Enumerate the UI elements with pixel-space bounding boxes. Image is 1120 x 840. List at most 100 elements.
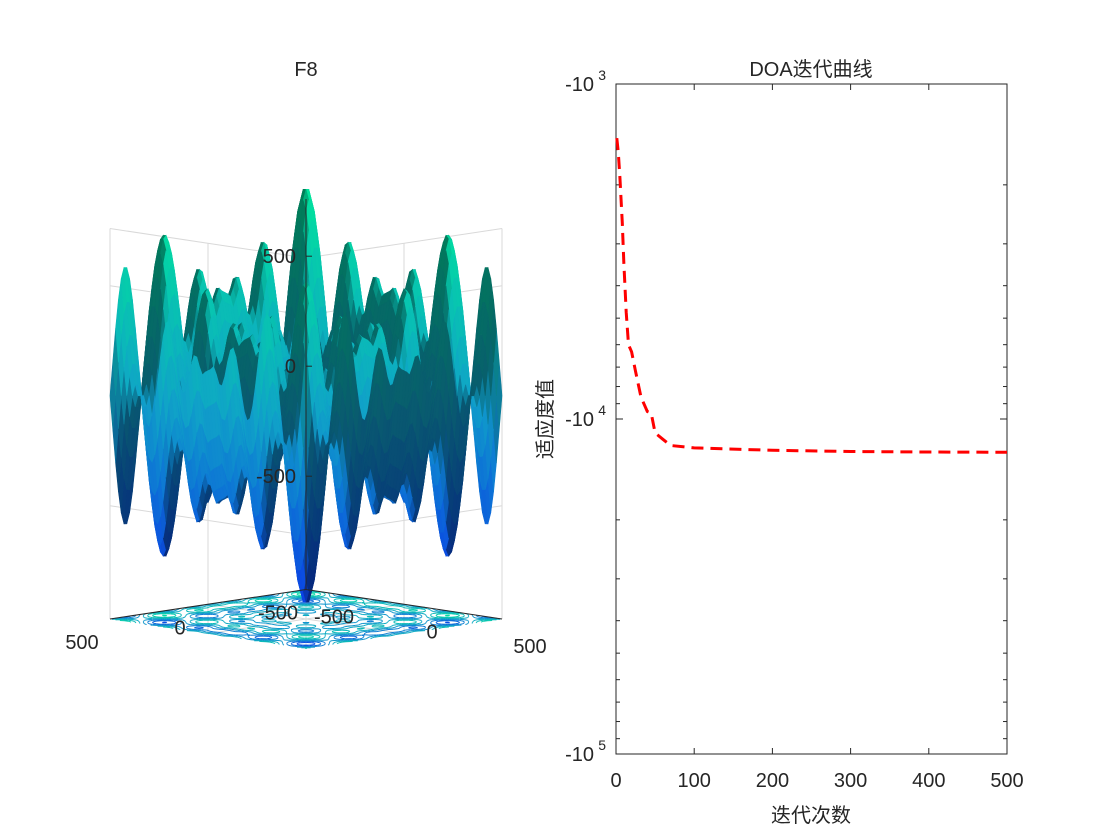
contour-segment (426, 620, 428, 622)
contour-segment (435, 622, 439, 625)
contour-segment (261, 617, 266, 619)
contour-segment (398, 605, 402, 608)
contour-segment (271, 612, 275, 615)
contour-segment (420, 608, 424, 610)
contour-segment (258, 626, 263, 629)
contour-segment (292, 641, 296, 644)
contour-segment (173, 622, 177, 625)
contour-segment (412, 620, 416, 622)
contour-segment (243, 599, 245, 602)
contour-segment (186, 622, 188, 625)
contour-segment (182, 619, 185, 622)
contour-segment (273, 620, 277, 623)
contour-segment (414, 627, 418, 629)
contour-segment (390, 625, 392, 628)
contour-segment (285, 605, 287, 608)
contour-segment (324, 593, 326, 595)
contour-segment (252, 616, 255, 619)
contour-segment (347, 627, 351, 629)
contour-segment (328, 636, 331, 638)
contour-segment (177, 616, 181, 618)
contour-segment (435, 609, 439, 612)
contour-segment (363, 611, 366, 614)
contour-segment (327, 607, 332, 609)
contour-segment (182, 628, 185, 630)
contour-segment (213, 625, 216, 628)
contour-segment (298, 606, 302, 609)
contour-segment (232, 608, 236, 611)
contour-segment (248, 628, 252, 630)
contour-segment (261, 620, 263, 622)
contour-segment (398, 625, 402, 627)
contour-segment (377, 621, 381, 624)
contour-segment (219, 602, 223, 605)
contour-segment (419, 614, 422, 616)
contour-segment (211, 609, 213, 611)
contour-segment (400, 610, 403, 612)
contour-segment (387, 616, 390, 618)
contour-segment (344, 625, 348, 628)
contour-segment (376, 627, 380, 630)
contour-segment (280, 601, 283, 603)
contour-segment (373, 628, 377, 630)
contour-segment (317, 592, 321, 594)
contour-segment (268, 623, 272, 625)
contour-segment (297, 642, 301, 644)
contour-segment (355, 599, 358, 601)
contour-segment (313, 644, 318, 647)
contour-segment (462, 613, 465, 616)
contour-segment (419, 622, 422, 624)
contour-segment (226, 607, 230, 609)
contour-segment (335, 620, 339, 623)
contour-segment (339, 637, 342, 639)
contour-segment (255, 631, 258, 633)
surface-mesh (109, 188, 503, 603)
contour-segment (377, 607, 381, 610)
contour-segment (258, 604, 263, 606)
contour-segment (237, 636, 240, 639)
contour-segment (464, 617, 468, 619)
contour-segment (467, 622, 469, 625)
contour-segment (364, 603, 366, 606)
contour-segment (352, 604, 356, 607)
contour-segment (349, 604, 354, 606)
contour-segment (272, 642, 275, 644)
contour-segment (356, 610, 361, 613)
contour-segment (248, 611, 252, 613)
contour-segment (353, 600, 357, 603)
contour-segment (472, 621, 474, 623)
contour-segment (216, 632, 220, 635)
contour-segment (327, 629, 332, 631)
contour-segment (317, 644, 321, 646)
contour-segment (149, 613, 153, 615)
contour-segment (291, 592, 295, 594)
contour-segment (275, 598, 278, 601)
contour-segment (423, 607, 428, 610)
contour-segment (251, 610, 256, 613)
contour-segment (249, 613, 253, 615)
contour-segment (316, 641, 320, 644)
contour-segment (423, 608, 426, 611)
contour-segment (390, 604, 395, 607)
contour-segment (201, 630, 205, 632)
contour-segment (364, 632, 366, 635)
contour-segment (349, 620, 351, 622)
contour-segment (246, 603, 248, 606)
contour-segment (380, 608, 384, 610)
contour-segment (376, 630, 380, 633)
contour-segment (355, 637, 358, 639)
contour-segment (331, 634, 335, 637)
contour-segment (402, 625, 406, 628)
contour-segment (209, 604, 214, 606)
contour-segment (262, 631, 264, 633)
contour-segment (382, 633, 386, 635)
contour-segment (287, 622, 292, 624)
contour-segment (386, 622, 388, 624)
contour-segment (363, 635, 365, 637)
contour-segment (237, 606, 241, 609)
contour-segment (438, 626, 442, 628)
contour-segment (408, 609, 412, 612)
contour-segment (418, 619, 422, 621)
contour-segment (256, 631, 260, 634)
contour-segment (377, 628, 381, 631)
